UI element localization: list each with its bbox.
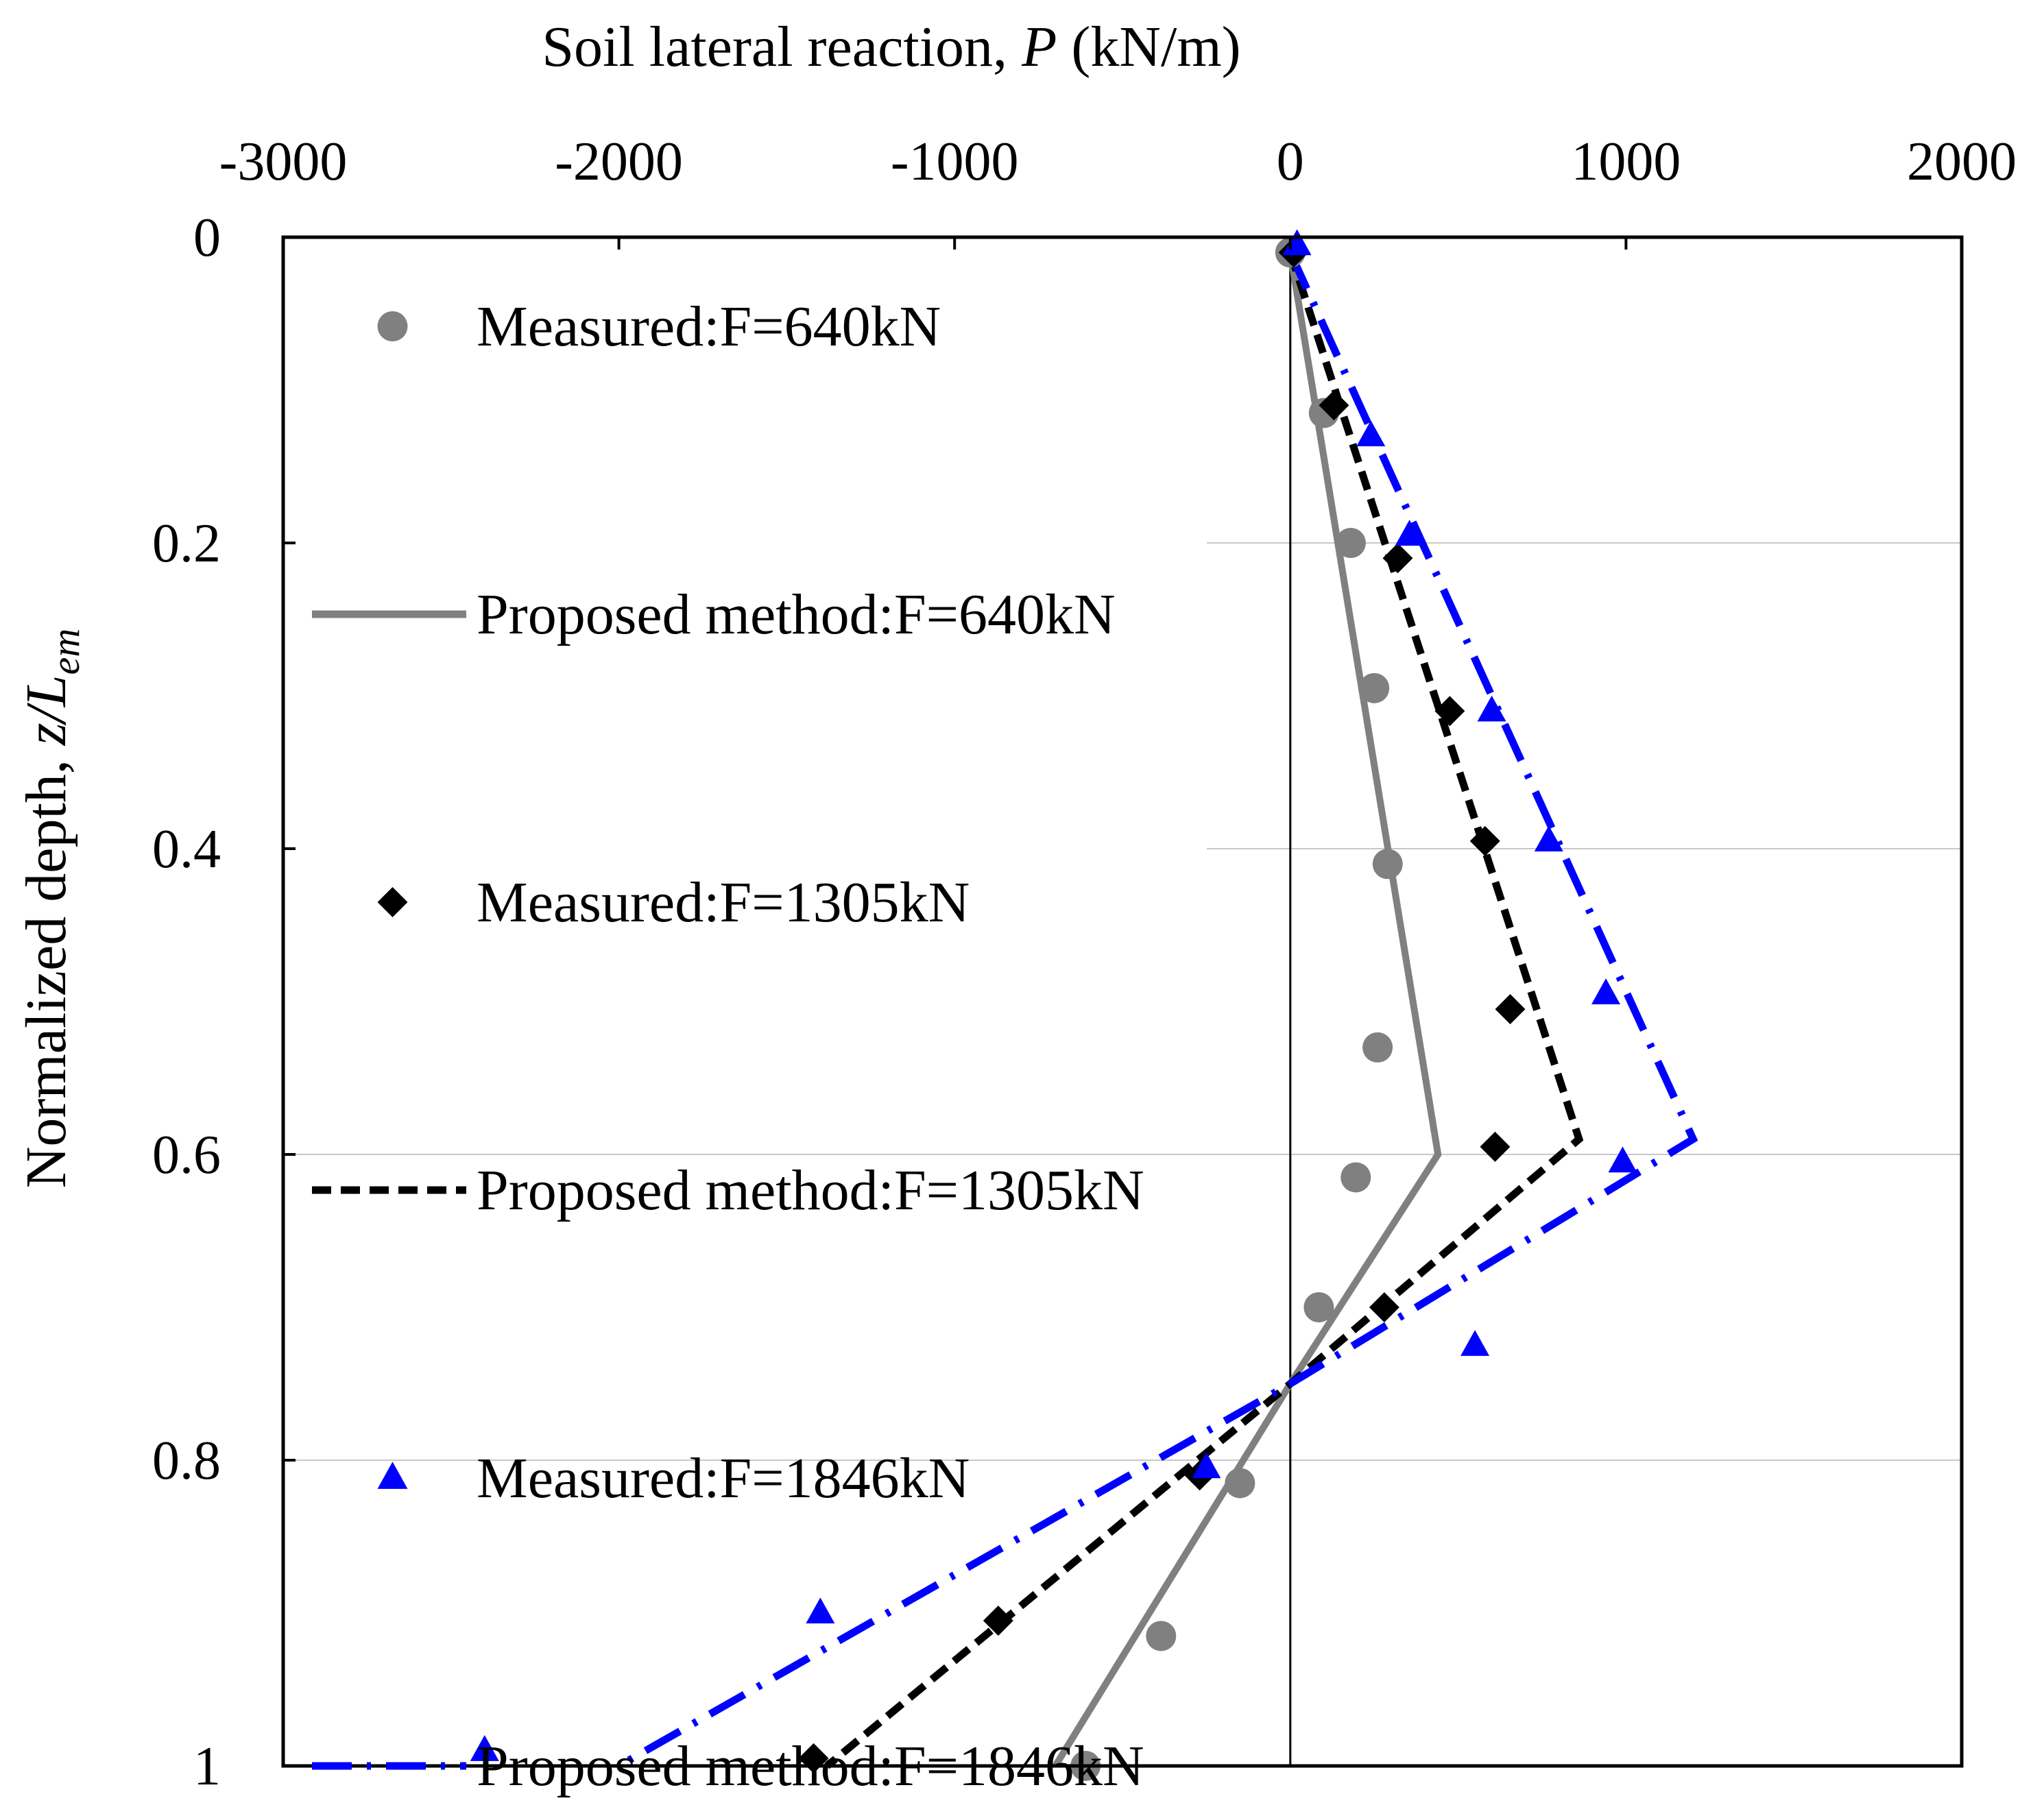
- legend-label: Proposed method:F=1846kN: [477, 1734, 1144, 1798]
- legend-entry: Proposed method:F=640kN: [312, 583, 1116, 646]
- data-point: [1591, 978, 1621, 1004]
- data-point: [1460, 1330, 1490, 1356]
- data-point: [1372, 849, 1403, 880]
- plot-frame: [281, 235, 1964, 1768]
- legend-entry: Measured:F=1305kN: [377, 871, 970, 934]
- legend-entry: Measured:F=640kN: [377, 295, 941, 359]
- legend-entry: Measured:F=1846kN: [377, 1446, 970, 1510]
- data-point: [1480, 1131, 1511, 1162]
- data-point: [806, 1597, 835, 1624]
- legend-label: Measured:F=640kN: [477, 295, 941, 359]
- legend-marker: [377, 311, 408, 341]
- x-tick-label: 1000: [1571, 132, 1681, 192]
- data-point: [1434, 696, 1465, 727]
- data-point: [1477, 695, 1506, 722]
- data-point: [1359, 673, 1390, 703]
- data-point: [1356, 420, 1386, 447]
- plot-border: [281, 235, 1964, 1768]
- series-line: [824, 251, 1584, 1769]
- data-point: [1225, 1468, 1255, 1499]
- legend: Measured:F=640kN Proposed method:F=640kN M…: [312, 295, 1144, 1798]
- data-point: [1495, 994, 1526, 1025]
- legend-label: Measured:F=1305kN: [477, 871, 970, 934]
- data-point: [1608, 1146, 1637, 1173]
- series-line: [1052, 252, 1442, 1768]
- y-tick-label: 0.4: [152, 819, 221, 880]
- data-point: [1192, 1452, 1221, 1479]
- x-tick-label: -2000: [555, 132, 683, 192]
- data-point: [1382, 543, 1413, 574]
- data-point: [1146, 1621, 1177, 1651]
- legend-label: Measured:F=1846kN: [477, 1446, 970, 1510]
- legend-background: [288, 274, 1207, 1097]
- data-point: [1362, 1032, 1393, 1063]
- x-tick-label: 2000: [1907, 132, 2017, 192]
- y-tick-label: 0.2: [152, 513, 221, 574]
- series-line: [616, 251, 1698, 1769]
- x-tick-label: -1000: [891, 132, 1019, 192]
- data-point: [1335, 528, 1366, 558]
- data-point: [983, 1606, 1013, 1636]
- x-tick-label: -3000: [219, 132, 348, 192]
- x-tick-label: 0: [1277, 132, 1304, 192]
- legend-entry: Proposed method:F=1305kN: [312, 1159, 1144, 1222]
- axes: Soil lateral reaction, P (kN/m) Normaliz…: [14, 15, 2017, 1797]
- legend-label: Proposed method:F=1305kN: [477, 1159, 1144, 1222]
- data-point: [470, 1735, 499, 1761]
- y-tick-label: 0.8: [152, 1431, 221, 1491]
- y-tick-label: 0: [193, 208, 221, 268]
- y-tick-label: 0.6: [152, 1125, 221, 1185]
- legend-label: Proposed method:F=640kN: [477, 583, 1116, 646]
- y-tick-label: 1: [193, 1736, 221, 1797]
- data-point: [1303, 1292, 1334, 1322]
- y-axis-title: Normalized depth, z/Lem: [14, 629, 88, 1189]
- legend-entry: Proposed method:F=1846kN: [312, 1734, 1144, 1798]
- plot-area: [470, 229, 1698, 1781]
- data-point: [1395, 520, 1424, 546]
- legend-marker: [377, 887, 408, 917]
- data-point: [1340, 1162, 1371, 1193]
- data-point: [1369, 1292, 1399, 1322]
- data-point: [1534, 825, 1563, 851]
- legend-marker: [377, 1462, 408, 1489]
- data-point: [1319, 390, 1349, 421]
- data-point: [1469, 825, 1500, 856]
- x-axis-title: Soil lateral reaction, P (kN/m): [542, 15, 1240, 79]
